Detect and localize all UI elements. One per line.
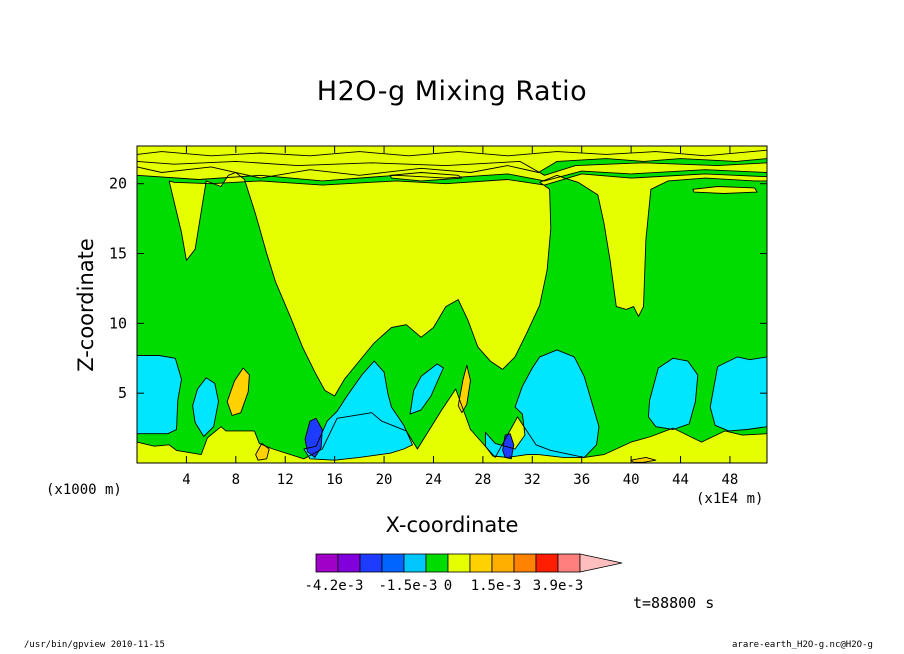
colorbar-label: -4.2e-3 bbox=[304, 578, 363, 594]
y-axis-ticks: 5 10 15 20 bbox=[109, 175, 767, 402]
contour-region-low bbox=[710, 356, 767, 431]
x-scale-note: (x1E4 m) bbox=[696, 491, 764, 507]
contour-region-low bbox=[648, 358, 698, 430]
colorbar-swatch bbox=[381, 553, 405, 573]
contour-line bbox=[692, 186, 758, 194]
contour-line bbox=[136, 355, 182, 435]
contour-line bbox=[409, 363, 444, 415]
colorbar-swatch bbox=[491, 553, 515, 573]
x-tick-label: 24 bbox=[425, 472, 442, 488]
contour-region-bg bbox=[692, 186, 758, 194]
contour-line bbox=[647, 357, 699, 430]
y-axis-label: Z-coordinate bbox=[74, 238, 98, 372]
contour-line bbox=[255, 442, 270, 461]
colorbar-swatch bbox=[359, 553, 383, 573]
contour-line bbox=[389, 172, 463, 182]
colorbar-swatch bbox=[513, 553, 537, 573]
colorbar-label: 3.9e-3 bbox=[533, 578, 584, 594]
plot-frame bbox=[136, 145, 768, 464]
footer-source-file: arare-earth_H2O-g.nc@H2O-g bbox=[732, 640, 873, 650]
x-tick-label: 48 bbox=[722, 472, 739, 488]
colorbar-swatch bbox=[315, 553, 339, 573]
x-tick-label: 32 bbox=[524, 472, 541, 488]
x-tick-label: 4 bbox=[182, 472, 190, 488]
x-unit-note: (x1000 m) bbox=[46, 482, 122, 498]
contour-region-low bbox=[137, 355, 182, 434]
contour-region-low bbox=[485, 349, 599, 458]
contour-line bbox=[226, 367, 250, 416]
y-tick-label: 10 bbox=[109, 314, 127, 332]
x-axis-label: X-coordinate bbox=[385, 513, 519, 537]
x-tick-label: 28 bbox=[474, 472, 491, 488]
x-tick-label: 36 bbox=[573, 472, 590, 488]
footer-program-date: /usr/bin/gpview 2010-11-15 bbox=[24, 640, 165, 650]
y-tick-label: 5 bbox=[118, 384, 127, 402]
contour-line bbox=[630, 456, 657, 463]
contour-line bbox=[502, 433, 515, 460]
contour-line bbox=[303, 360, 413, 461]
contour-line bbox=[484, 349, 600, 458]
contour-line bbox=[457, 364, 471, 414]
contour-line bbox=[304, 417, 323, 458]
contour-regions bbox=[137, 146, 768, 463]
x-tick-label: 44 bbox=[672, 472, 689, 488]
contour-region-low bbox=[410, 363, 444, 415]
contour-line bbox=[168, 172, 768, 397]
colorbar-extend-arrow bbox=[579, 553, 623, 573]
y-tick-label: 15 bbox=[109, 245, 127, 263]
colorbar-swatch bbox=[535, 553, 559, 573]
colorbar-label: 0 bbox=[444, 578, 452, 594]
colorbar-swatch bbox=[557, 553, 581, 573]
x-tick-label: 12 bbox=[277, 472, 294, 488]
x-axis-ticks: 4 8 12 16 20 24 28 32 36 40 44 48 bbox=[182, 146, 738, 488]
chart-title: H2O-g Mixing Ratio bbox=[316, 76, 588, 107]
colorbar-label: 1.5e-3 bbox=[471, 578, 522, 594]
contour-region-low bbox=[192, 377, 219, 437]
colorbar-swatch bbox=[425, 553, 449, 573]
colorbar-swatch bbox=[403, 553, 427, 573]
colorbar-swatch bbox=[447, 553, 471, 573]
x-tick-label: 16 bbox=[326, 472, 343, 488]
x-tick-label: 8 bbox=[232, 472, 240, 488]
colorbar: -4.2e-3 -1.5e-3 0 1.5e-3 3.9e-3 bbox=[304, 553, 623, 594]
time-label: t=88800 s bbox=[633, 594, 715, 612]
contour-region-warm bbox=[458, 365, 471, 413]
x-tick-label: 20 bbox=[376, 472, 393, 488]
colorbar-swatch bbox=[337, 553, 361, 573]
colorbar-swatch bbox=[469, 553, 493, 573]
contour-region-bg bbox=[169, 172, 768, 396]
contour-region-warm bbox=[255, 443, 270, 461]
y-tick-label: 20 bbox=[109, 175, 127, 193]
x-tick-label: 40 bbox=[623, 472, 640, 488]
contour-region-min bbox=[502, 433, 514, 459]
colorbar-label: -1.5e-3 bbox=[378, 578, 437, 594]
contour-region-low bbox=[303, 361, 413, 461]
contour-region-bg bbox=[137, 146, 767, 156]
contour-line bbox=[192, 377, 219, 437]
